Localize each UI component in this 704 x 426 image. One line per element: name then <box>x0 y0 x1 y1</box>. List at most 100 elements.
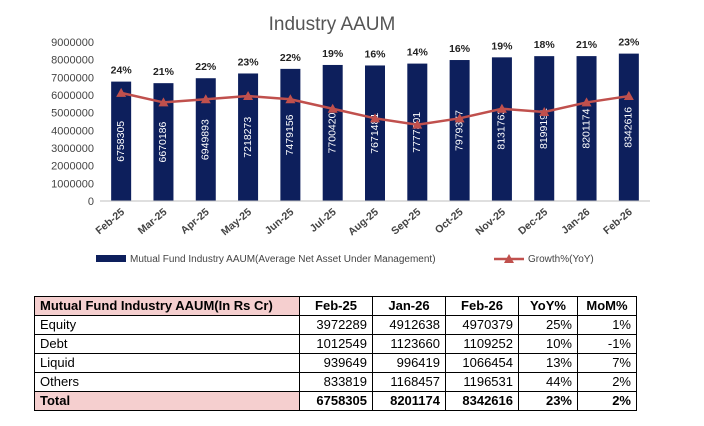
growth-label: 19% <box>322 48 344 60</box>
growth-marker <box>158 97 169 107</box>
cell-value: 1% <box>577 315 637 335</box>
bar <box>365 65 385 201</box>
table-row: Liquid 939649 996419 1066454 13% 7% <box>34 353 637 373</box>
bar-value-label: 7777801 <box>411 112 423 153</box>
cell-value: 1123660 <box>372 334 446 354</box>
growth-label: 22% <box>195 61 217 73</box>
growth-marker <box>496 103 507 113</box>
cell-value: 939649 <box>299 353 373 373</box>
table-row: Others 833819 1168457 1196531 44% 2% <box>34 372 637 392</box>
x-tick-label: May-25 <box>219 206 254 238</box>
x-tick-label: Apr-25 <box>179 206 212 237</box>
growth-label: 19% <box>491 40 513 52</box>
bar <box>153 83 174 201</box>
cell-value: 1196531 <box>445 372 519 392</box>
bar-value-label: 6949893 <box>200 119 212 160</box>
total-value: 8201174 <box>372 391 446 411</box>
growth-label: 14% <box>407 47 429 59</box>
x-tick-label: Aug-25 <box>346 206 381 238</box>
y-tick-label: 7000000 <box>51 72 94 84</box>
legend-bar-swatch <box>96 255 126 262</box>
bar <box>322 64 343 201</box>
table-header-row: Mutual Fund Industry AAUM(In Rs Cr) Feb-… <box>34 296 637 316</box>
growth-marker <box>581 97 592 107</box>
total-value: 6758305 <box>299 391 373 411</box>
bar-value-label: 8199191 <box>538 108 550 149</box>
growth-label: 23% <box>238 56 260 68</box>
total-label: Total <box>34 391 300 411</box>
y-tick-label: 6000000 <box>51 90 94 102</box>
header-jan26: Jan-26 <box>372 296 446 316</box>
x-tick-label: Dec-25 <box>516 206 550 237</box>
x-tick-label: Mar-25 <box>136 206 170 237</box>
table-row: Debt 1012549 1123660 1109252 10% -1% <box>34 334 637 354</box>
aaum-chart: Industry AAUM 0 1000000 2000000 3000000 4000… <box>51 14 650 265</box>
bar-value-label: 7479156 <box>284 114 296 155</box>
y-tick-label: 8000000 <box>51 55 94 67</box>
growth-label: 21% <box>153 66 175 78</box>
growth-marker <box>200 94 211 104</box>
cell-value: 1012549 <box>299 334 373 354</box>
bar <box>111 81 132 201</box>
y-tick-label: 1000000 <box>51 178 94 190</box>
cell-value: 1066454 <box>445 353 519 373</box>
x-tick-label: Jan-26 <box>559 206 592 237</box>
growth-marker <box>243 91 254 101</box>
growth-labels: 24% 21% 22% 23% 22% 19% 16% 14% 16% 19% 18% 21% 23% <box>111 37 640 79</box>
cell-value: 13% <box>518 353 578 373</box>
cell-value: 1109252 <box>445 334 519 354</box>
header-mom: MoM% <box>577 296 637 316</box>
bar <box>449 60 470 201</box>
cell-value: 996419 <box>372 353 446 373</box>
y-tick-label: 5000000 <box>51 108 94 120</box>
bar-value-label: 6758305 <box>115 121 127 162</box>
aaum-table: Mutual Fund Industry AAUM(In Rs Cr) Feb-… <box>34 296 637 411</box>
bar <box>576 56 597 201</box>
y-tick-label: 2000000 <box>51 161 94 173</box>
total-value: 2% <box>577 391 637 411</box>
bar-value-label: 7671481 <box>369 113 381 154</box>
growth-marker <box>412 119 423 129</box>
bar <box>280 68 301 201</box>
legend-bar-label: Mutual Fund Industry AAUM(Average Net As… <box>130 254 436 265</box>
bar-value-labels: 6758305 6670186 6949893 7218273 7479156 77004… <box>115 107 635 163</box>
x-axis: Feb-25 Mar-25 Apr-25 May-25 Jun-25 Jul-25 Aug-… <box>93 200 650 238</box>
y-tick-label: 3000000 <box>51 143 94 155</box>
growth-label: 21% <box>576 39 598 51</box>
legend-line-label: Growth%(YoY) <box>528 254 594 265</box>
growth-marker <box>539 106 550 116</box>
table-row: Equity 3972289 4912638 4970379 25% 1% <box>34 315 637 335</box>
cell-value: 3972289 <box>299 315 373 335</box>
total-value: 23% <box>518 391 578 411</box>
row-label: Others <box>34 372 300 392</box>
growth-line <box>116 87 634 129</box>
x-tick-label: Oct-25 <box>433 206 466 236</box>
cell-value: 10% <box>518 334 578 354</box>
growth-marker <box>454 113 465 123</box>
bars <box>111 53 639 202</box>
x-tick-label: Jun-25 <box>263 206 297 237</box>
bar <box>618 53 639 201</box>
cell-value: 833819 <box>299 372 373 392</box>
header-feb25: Feb-25 <box>299 296 373 316</box>
chart-title: Industry AAUM <box>269 14 396 35</box>
x-tick-label: Jul-25 <box>308 206 339 235</box>
growth-label: 23% <box>618 37 640 49</box>
bar <box>534 56 555 201</box>
header-yoy: YoY% <box>518 296 578 316</box>
growth-label: 16% <box>449 43 471 55</box>
cell-value: 25% <box>518 315 578 335</box>
growth-marker <box>116 87 127 97</box>
bar-value-label: 8342616 <box>623 107 635 148</box>
growth-marker <box>370 113 380 123</box>
cell-value: 7% <box>577 353 637 373</box>
x-tick-label: Sep-25 <box>389 206 423 237</box>
bar <box>407 63 428 202</box>
row-label: Debt <box>34 334 300 354</box>
growth-label: 22% <box>280 52 302 64</box>
cell-value: -1% <box>577 334 637 354</box>
y-tick-label: 0 <box>88 196 94 208</box>
bar-value-label: 6670186 <box>157 121 169 162</box>
cell-value: 4970379 <box>445 315 519 335</box>
growth-marker <box>327 103 338 113</box>
